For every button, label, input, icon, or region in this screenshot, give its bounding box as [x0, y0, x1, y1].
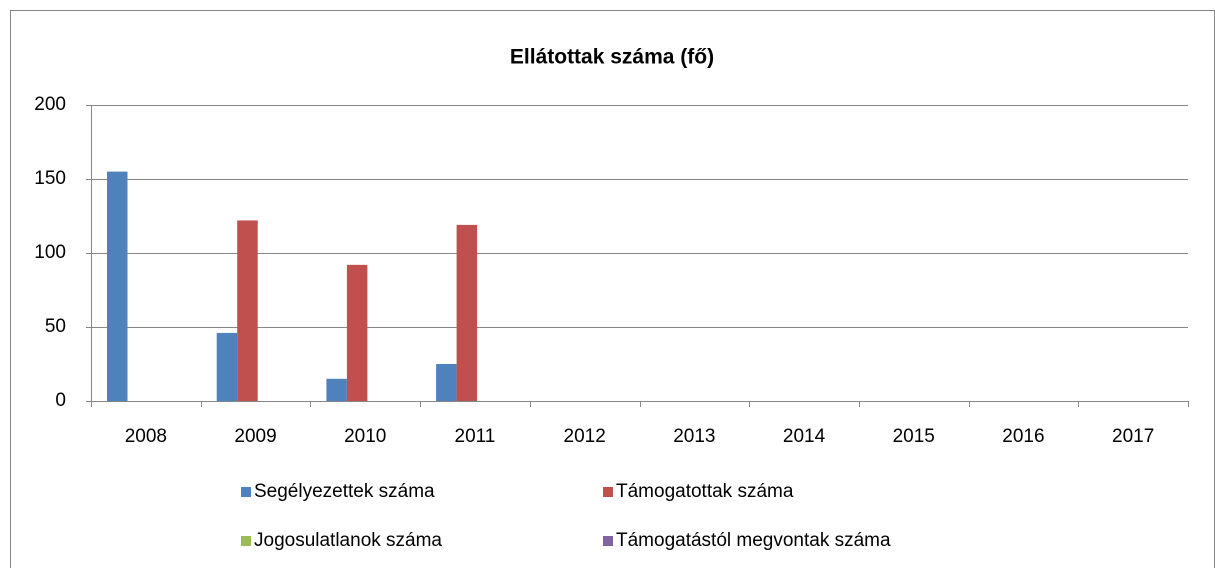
bar	[237, 220, 258, 401]
x-tick-label: 2008	[125, 426, 167, 447]
bar	[436, 364, 457, 401]
x-tick-label: 2011	[455, 426, 496, 447]
legend-swatch	[603, 487, 613, 497]
x-tick-label: 2012	[564, 426, 606, 447]
bar	[107, 171, 128, 401]
legend-label: Támogatottak száma	[616, 481, 794, 502]
y-tick-label: 150	[34, 168, 66, 189]
bar	[456, 224, 478, 401]
chart-frame	[10, 10, 1215, 573]
legend-label: Jogosulatlanok száma	[254, 530, 442, 551]
legend-label: Támogatástól megvontak száma	[616, 530, 891, 551]
legend-swatch	[241, 487, 251, 497]
x-tick-label: 2016	[1002, 426, 1044, 447]
x-tick-label: 2009	[234, 426, 276, 447]
legend-label: Segélyezettek száma	[254, 481, 435, 502]
y-tick-label: 100	[34, 242, 66, 263]
x-tick-label: 2013	[673, 426, 715, 447]
y-tick-label: 0	[55, 390, 66, 411]
chart-title: Ellátottak száma (fő)	[510, 46, 714, 69]
legend-swatch	[603, 536, 613, 546]
y-tick-label: 200	[34, 94, 66, 115]
x-tick-label: 2015	[893, 426, 935, 447]
x-tick-label: 2017	[1112, 426, 1154, 447]
legend-swatch	[241, 536, 251, 546]
y-tick-label: 50	[45, 316, 66, 337]
bar	[326, 378, 347, 401]
x-tick-label: 2010	[344, 426, 386, 447]
x-tick-label: 2014	[783, 426, 826, 447]
bar	[216, 332, 238, 401]
bar	[346, 264, 368, 401]
